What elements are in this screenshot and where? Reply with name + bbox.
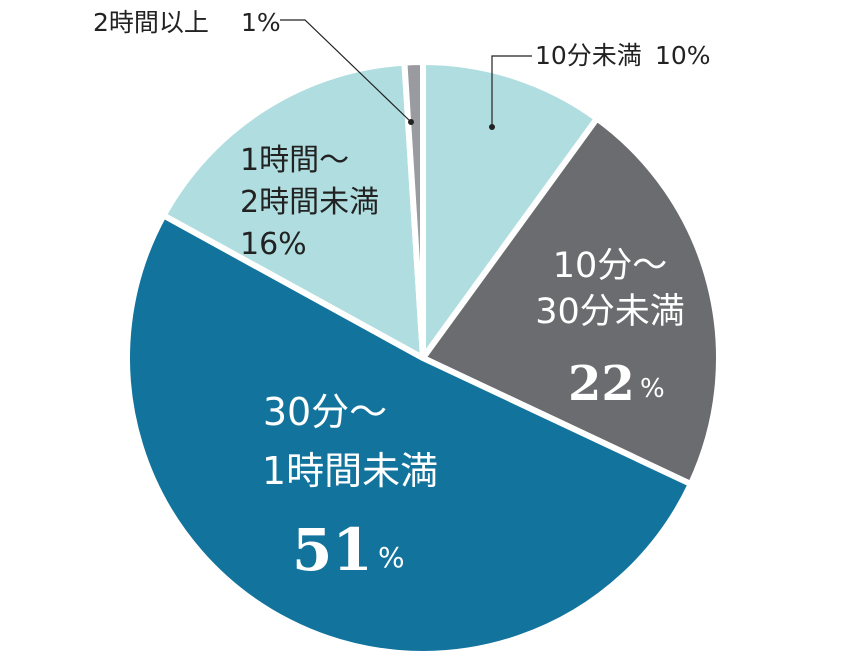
label-30min-1h-line2: 1時間未満 [262, 449, 438, 493]
label-30min-1h-pct: % [378, 541, 405, 574]
label-10min-name: 10分未満 [535, 41, 642, 70]
label-1h-2h-line1: 1時間～ [240, 143, 349, 178]
leader-dot-2h [408, 119, 414, 125]
label-1h-2h: 1時間～ 2時間未満 16% [240, 143, 379, 262]
label-10min-value: 10% [655, 41, 711, 70]
label-1h-2h-line2: 2時間未満 [240, 185, 379, 220]
label-10-30min-line1: 10分～ [553, 246, 668, 286]
label-10min: 10分未満 10% [535, 41, 711, 70]
label-2h-over-name: 2時間以上 [93, 8, 209, 37]
label-10-30min: 10分～ 30分未満 22 % [535, 246, 685, 412]
label-30min-1h-value: 51 [292, 516, 373, 584]
label-10-30min-line2: 30分未満 [535, 292, 685, 332]
label-2h-over-value: 1% [241, 8, 281, 37]
label-30min-1h-line1: 30分～ [263, 390, 387, 434]
pie-slice-1h-2h [160, 59, 426, 361]
label-2h-over: 2時間以上 1% [93, 8, 281, 37]
label-10-30min-pct: % [640, 374, 665, 404]
pie-slice-30min-1h [124, 212, 694, 657]
leader-lines [280, 19, 532, 130]
pie-slices [124, 58, 722, 657]
pie-slice-10min [420, 59, 600, 361]
leader-line-2h [280, 19, 412, 123]
pie-slice-2h-over [401, 58, 426, 361]
label-1h-2h-value: 16% [240, 227, 307, 262]
leader-line-10min [491, 55, 532, 127]
label-30min-1h: 30分～ 1時間未満 51 % [262, 390, 438, 584]
label-10-30min-value: 22 [568, 356, 635, 412]
leader-dot-10min [489, 124, 495, 130]
